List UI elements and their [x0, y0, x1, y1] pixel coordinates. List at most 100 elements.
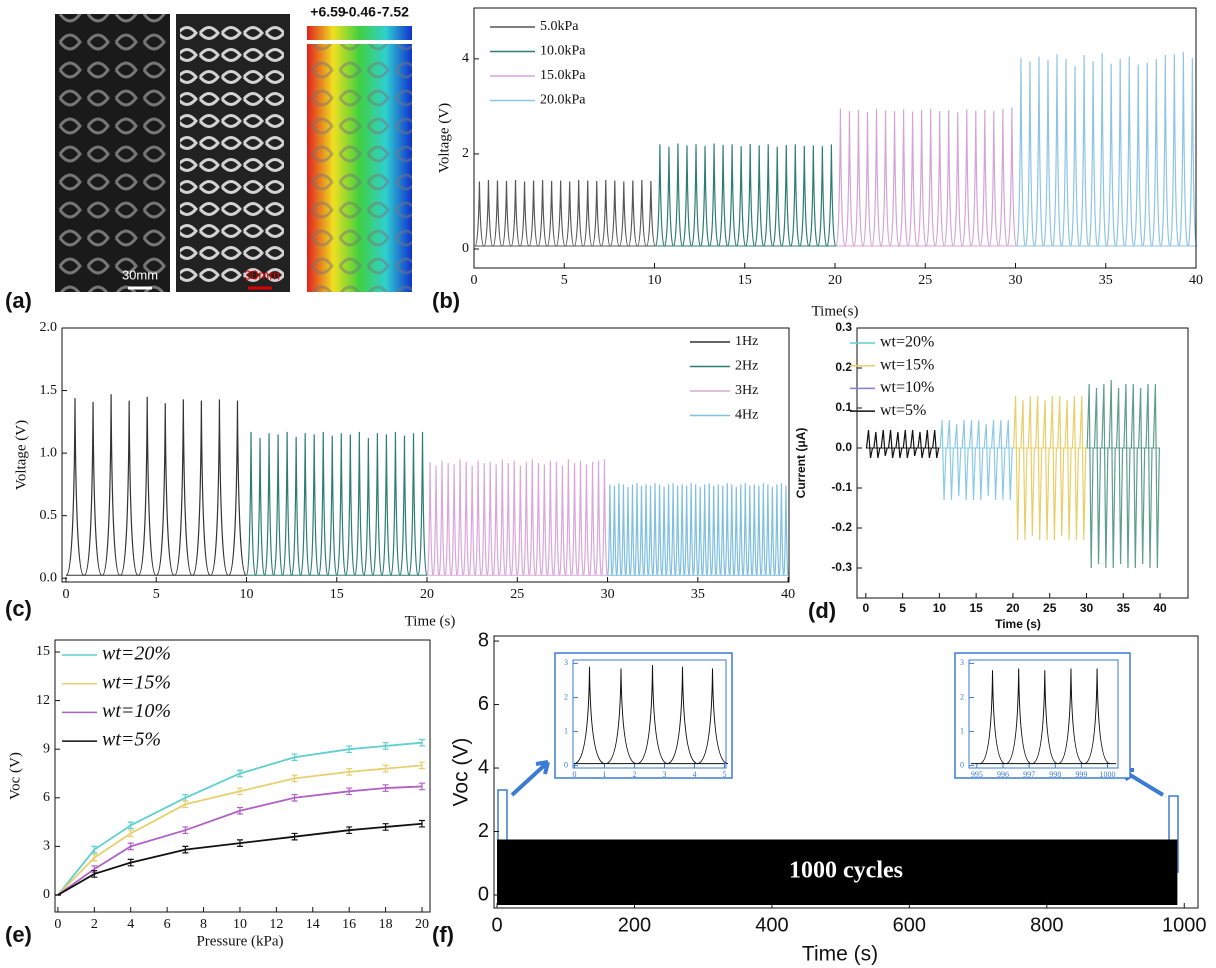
inset-spike	[666, 666, 699, 765]
legend-label: wt=15%	[880, 356, 934, 373]
voltage-spike	[1015, 57, 1026, 247]
voltage-spike	[916, 109, 927, 247]
y-tick-label: 1.0	[40, 445, 58, 460]
x-axis-title: Time(s)	[812, 303, 859, 319]
y-tick-label: -0.2	[831, 520, 852, 534]
voltage-spike	[264, 433, 274, 576]
voltage-spike	[729, 484, 735, 576]
voltage-spike	[483, 180, 494, 247]
voltage-spike	[898, 109, 909, 247]
y-tick-label: 15	[36, 644, 50, 659]
plot-frame	[61, 327, 790, 583]
voltage-spike	[647, 485, 654, 576]
current-spike	[1035, 395, 1043, 541]
voltage-spike	[1006, 107, 1017, 247]
voltage-spike	[652, 483, 658, 576]
voltage-spike	[1151, 58, 1162, 247]
error-bar	[418, 782, 425, 791]
voltage-spike	[620, 484, 627, 576]
voltage-spike	[738, 484, 744, 576]
current-spike	[1079, 395, 1087, 541]
x-tick-label: 25	[510, 587, 524, 602]
voltage-spike	[577, 460, 584, 576]
x-tick-label: 5	[723, 770, 727, 779]
inset-spike	[1031, 670, 1058, 765]
legend-label: 4Hz	[735, 408, 758, 423]
voltage-spike	[1187, 57, 1198, 247]
voltage-spike	[754, 145, 765, 247]
x-tick-label: 5	[153, 587, 160, 602]
voltage-spike	[760, 483, 767, 576]
voltage-spike	[417, 431, 428, 576]
error-bar	[291, 832, 298, 841]
photo-pattern	[55, 14, 170, 292]
panel-label: (f)	[432, 922, 454, 947]
inset-spike	[979, 670, 1006, 765]
voltage-spike	[634, 483, 640, 576]
signal-band	[497, 839, 1178, 905]
legend-label: 20.0kPa	[540, 93, 586, 108]
error-bar	[346, 787, 353, 796]
inset-spike	[636, 665, 669, 765]
voltage-spike	[783, 485, 789, 576]
voltage-spike	[636, 180, 647, 247]
legend-label: wt=15%	[102, 671, 171, 693]
voltage-spike	[925, 108, 936, 247]
voltage-spike	[119, 400, 139, 576]
x-tick-label: 35	[691, 587, 705, 602]
voltage-spike	[627, 180, 638, 247]
voltage-spike	[683, 485, 690, 576]
voltage-spike	[673, 143, 683, 247]
x-tick-label: 0	[573, 770, 577, 779]
current-spike	[1145, 383, 1153, 569]
voltage-spike	[273, 434, 284, 576]
voltage-spike	[701, 484, 708, 576]
x-tick-label: 995	[971, 770, 983, 779]
error-bar	[291, 753, 298, 762]
x-tick-label: 4	[693, 770, 697, 779]
colorbar-label: +6.59	[310, 4, 346, 20]
current-spike	[939, 419, 947, 501]
current-spike	[976, 419, 984, 501]
current-spike	[1130, 383, 1138, 569]
current-spike	[1049, 395, 1057, 541]
y-tick-label: 6	[43, 790, 50, 805]
x-tick-label: 999	[1075, 770, 1087, 779]
voltage-spike	[540, 464, 548, 576]
voltage-spike	[970, 110, 981, 247]
voltage-spike	[480, 463, 488, 576]
x-tick-label: 18	[379, 917, 393, 932]
voltage-spike	[826, 144, 837, 247]
plot-frame	[856, 327, 1189, 599]
y-tick-label: 0	[960, 760, 964, 769]
x-tick-label: 20	[415, 917, 429, 932]
legend-label: wt=10%	[880, 379, 934, 396]
legend-label: 2Hz	[735, 359, 758, 374]
legend-label: 3Hz	[735, 383, 758, 398]
voltage-spike	[582, 180, 593, 247]
voltage-spike	[1025, 61, 1035, 247]
voltage-spike	[688, 483, 694, 576]
voltage-spike	[390, 431, 401, 576]
error-bar	[127, 821, 134, 830]
voltage-spike	[492, 464, 500, 576]
x-tick-label: 0	[862, 601, 869, 615]
current-spike	[1123, 383, 1131, 569]
plot-frame	[493, 635, 1199, 909]
voltage-spike	[665, 484, 672, 576]
y-tick-label: 2	[564, 692, 568, 701]
x-tick-label: 25	[1043, 601, 1057, 615]
voltage-spike	[156, 403, 175, 576]
voltage-spike	[426, 461, 434, 576]
voltage-spike	[573, 180, 584, 247]
error-bar	[182, 826, 189, 835]
voltage-spike	[345, 434, 356, 576]
voltage-spike	[438, 460, 446, 576]
error-bar	[418, 761, 425, 770]
y-tick-label: 1	[960, 726, 964, 735]
voltage-spike	[174, 399, 193, 576]
voltage-spike	[210, 399, 229, 576]
voltage-spike	[692, 484, 699, 576]
current-spike	[887, 429, 896, 459]
x-tick-label: 1000	[1100, 770, 1116, 779]
